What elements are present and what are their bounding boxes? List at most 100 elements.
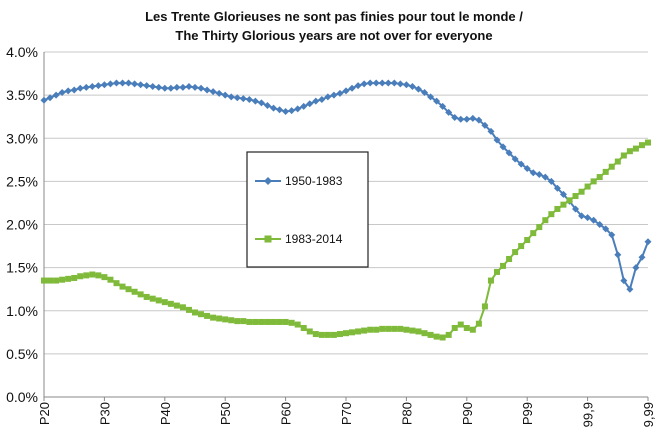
data-point — [113, 280, 120, 287]
data-point — [385, 325, 392, 332]
data-point — [342, 87, 350, 95]
data-point — [107, 276, 114, 283]
data-point — [402, 81, 410, 89]
data-point — [65, 275, 72, 282]
data-point — [227, 93, 235, 101]
y-tick-label: 1.5% — [6, 260, 38, 276]
data-point — [554, 205, 561, 212]
data-point — [391, 325, 398, 332]
data-point — [276, 106, 284, 114]
data-point — [367, 326, 374, 333]
data-point — [300, 102, 308, 110]
data-point — [590, 178, 597, 185]
data-point — [451, 325, 458, 331]
data-point — [547, 177, 555, 185]
data-point — [638, 142, 645, 149]
data-point — [149, 83, 157, 90]
data-point — [312, 97, 320, 105]
data-point — [572, 205, 580, 213]
data-point — [481, 121, 489, 129]
data-point — [245, 95, 253, 103]
data-point — [445, 331, 452, 338]
data-point — [192, 309, 198, 316]
data-point — [505, 149, 513, 157]
data-point — [584, 214, 592, 222]
data-point — [403, 326, 410, 333]
data-point — [288, 107, 296, 115]
chart-title-line-fr: Les Trente Glorieuses ne sont pas finies… — [145, 9, 523, 24]
data-point — [324, 93, 332, 101]
data-point — [88, 83, 96, 90]
data-point — [506, 256, 513, 262]
data-point — [270, 318, 277, 325]
data-point — [221, 91, 229, 99]
data-point — [252, 318, 259, 325]
data-point — [614, 158, 621, 165]
data-point — [179, 83, 187, 91]
y-tick-label: 3.0% — [6, 130, 38, 146]
data-point — [620, 152, 627, 159]
data-point — [258, 318, 265, 325]
data-point — [553, 184, 561, 192]
data-point — [560, 201, 567, 208]
data-point — [336, 89, 344, 97]
data-point — [191, 83, 199, 91]
data-point — [494, 268, 500, 275]
data-point — [131, 288, 138, 295]
data-point — [427, 331, 434, 338]
data-point — [294, 321, 301, 328]
data-point — [330, 91, 338, 99]
data-point — [143, 82, 151, 90]
data-point — [155, 83, 163, 91]
data-point — [216, 315, 223, 322]
data-point — [64, 87, 72, 95]
data-point — [240, 318, 247, 325]
data-point — [457, 321, 464, 328]
data-point — [101, 274, 108, 281]
data-point — [608, 163, 615, 170]
data-point — [239, 95, 247, 103]
data-point — [173, 83, 181, 91]
data-point — [312, 331, 319, 338]
data-point — [421, 330, 428, 337]
legend-marker — [264, 177, 272, 185]
data-point — [572, 193, 579, 200]
data-point — [408, 83, 416, 90]
data-point — [457, 115, 465, 123]
data-point — [626, 148, 633, 155]
data-point — [559, 190, 567, 198]
data-point — [397, 325, 404, 332]
chart-title: Les Trente Glorieuses ne sont pas finies… — [145, 9, 523, 43]
x-tick-label: 99,9 — [581, 402, 596, 427]
data-point — [614, 251, 622, 259]
data-point — [336, 331, 343, 338]
data-point — [264, 318, 271, 325]
data-point — [535, 170, 543, 178]
data-point — [282, 108, 290, 116]
data-point — [590, 216, 598, 224]
data-point — [541, 173, 549, 181]
data-point — [137, 81, 145, 89]
x-tick-label: P70 — [339, 402, 354, 425]
data-point — [469, 326, 476, 333]
y-axis-tick-labels: 0.0% 0.5% 1.0% 1.5% 2.0% 2.5% 3.0% 3.5% 4.0% — [6, 44, 38, 405]
data-point — [46, 94, 54, 102]
data-point — [596, 174, 603, 181]
legend-label: 1983-2014 — [285, 232, 343, 246]
data-point — [475, 320, 482, 327]
x-tick-label: P20 — [37, 402, 52, 425]
x-tick-label: P90 — [460, 402, 475, 425]
data-point — [343, 330, 349, 337]
legend-label: 1950-1983 — [285, 174, 343, 188]
data-point — [167, 300, 174, 307]
data-point — [518, 243, 525, 250]
y-tick-label: 2.5% — [6, 173, 38, 189]
data-point — [161, 84, 169, 92]
data-point — [608, 231, 616, 239]
y-tick-label: 0.5% — [6, 346, 38, 362]
data-point — [76, 84, 84, 92]
data-point — [257, 99, 265, 107]
data-point — [210, 314, 217, 321]
data-point — [251, 97, 259, 105]
